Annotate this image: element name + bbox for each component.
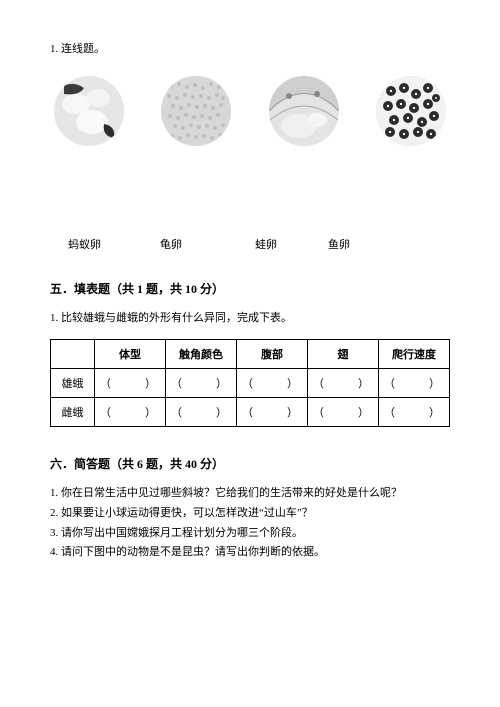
row1-c1: （ ）: [95, 369, 166, 398]
egg-images-row: [50, 76, 450, 146]
row1-c3: （ ）: [237, 369, 308, 398]
sa-item-4: 4. 请问下图中的动物是不是昆虫？请写出你判断的依据。: [50, 543, 450, 563]
egg-image-2: [161, 76, 231, 146]
row2-label: 雌蛾: [51, 398, 95, 427]
row1-c2: （ ）: [166, 369, 237, 398]
row2-c1: （ ）: [95, 398, 166, 427]
row2-c4: （ ）: [308, 398, 379, 427]
table-header-row: 体型 触角颜色 腹部 翅 爬行速度: [51, 340, 450, 369]
row2-c3: （ ）: [237, 398, 308, 427]
row2-c5: （ ）: [379, 398, 450, 427]
egg-labels-row: 蚂蚁卵 龟卵 蛙卵 鱼卵: [50, 236, 450, 252]
table-row: 雌蛾 （ ） （ ） （ ） （ ） （ ）: [51, 398, 450, 427]
th-antenna: 触角颜色: [166, 340, 237, 369]
moth-table: 体型 触角颜色 腹部 翅 爬行速度 雄蛾 （ ） （ ） （ ） （ ） （ ）…: [50, 339, 450, 427]
row1-label: 雄蛾: [51, 369, 95, 398]
egg-image-3: [269, 76, 339, 146]
th-body: 体型: [95, 340, 166, 369]
egg-label-4: 鱼卵: [328, 236, 350, 252]
row1-c4: （ ）: [308, 369, 379, 398]
th-blank: [51, 340, 95, 369]
row2-c2: （ ）: [166, 398, 237, 427]
egg-image-4: [376, 76, 446, 146]
egg-label-1: 蚂蚁卵: [68, 236, 101, 252]
th-speed: 爬行速度: [379, 340, 450, 369]
th-abdomen: 腹部: [237, 340, 308, 369]
sa-item-1: 1. 你在日常生活中见过哪些斜坡？它给我们的生活带来的好处是什么呢？: [50, 484, 450, 504]
table-row: 雄蛾 （ ） （ ） （ ） （ ） （ ）: [51, 369, 450, 398]
sa-item-2: 2. 如果要让小球运动得更快，可以怎样改进“过山车”？: [50, 504, 450, 524]
egg-image-1: [54, 76, 124, 146]
q1-label: 1. 连线题。: [50, 40, 450, 56]
egg-label-3: 蛙卵: [255, 236, 277, 252]
sa-item-3: 3. 请你写出中国嫦娥探月工程计划分为哪三个阶段。: [50, 524, 450, 544]
section6-title: 六．简答题（共 6 题，共 40 分）: [50, 455, 450, 472]
section5-q1: 1. 比较雄蛾与雌蛾的外形有什么异同，完成下表。: [50, 309, 450, 325]
short-answer-list: 1. 你在日常生活中见过哪些斜坡？它给我们的生活带来的好处是什么呢？ 2. 如果…: [50, 484, 450, 563]
row1-c5: （ ）: [379, 369, 450, 398]
section5-title: 五．填表题（共 1 题，共 10 分）: [50, 280, 450, 297]
th-wing: 翅: [308, 340, 379, 369]
egg-label-2: 龟卵: [160, 236, 182, 252]
